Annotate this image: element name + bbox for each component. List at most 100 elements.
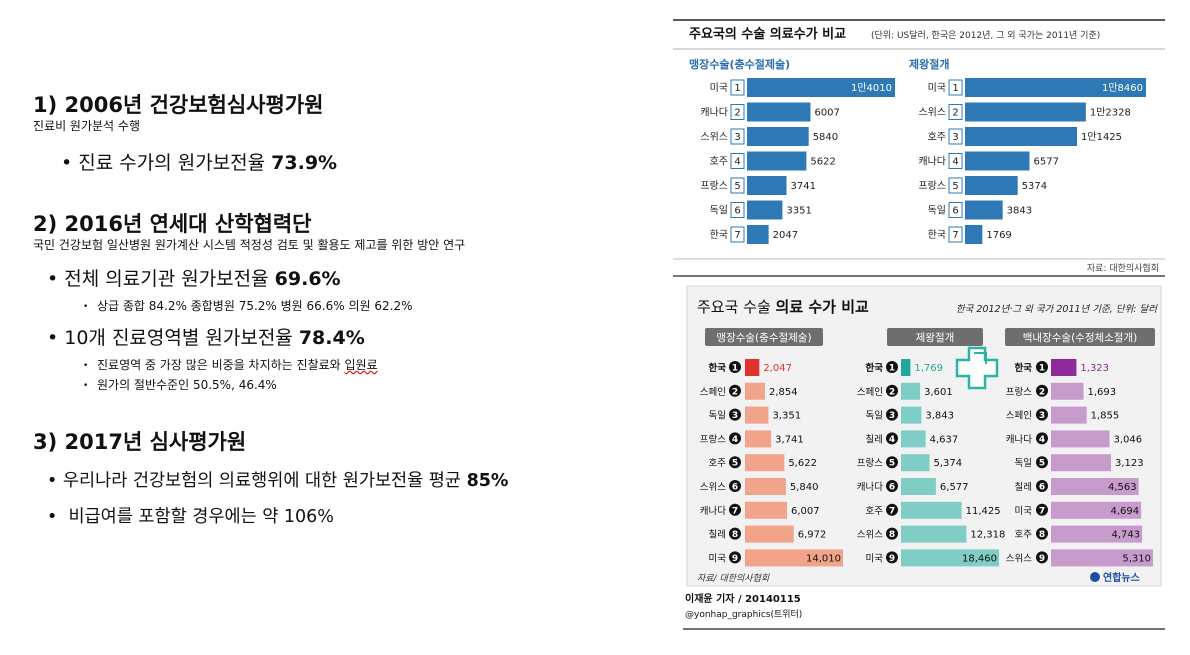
chart2-panel-header-bg xyxy=(887,328,983,346)
chart1-bar xyxy=(747,127,809,146)
chart1-source: 자료: 대한의사협회 xyxy=(1087,262,1159,274)
chart2-rank-label: 2 xyxy=(889,387,895,397)
section2-bullet2-sub1: • 진료영역 중 가장 많은 비중을 차지하는 진찰료와 입원료 xyxy=(83,358,378,372)
chart2-bar xyxy=(1051,382,1084,400)
chart2-category-label: 한국 xyxy=(866,362,884,374)
chart2-rank-badge xyxy=(729,503,741,516)
chart2-rank-label: 8 xyxy=(732,530,738,540)
chart1-panel-title: 제왕절개 xyxy=(909,57,949,71)
chart2-bar xyxy=(745,430,772,448)
chart2-category-label: 독일 xyxy=(709,411,726,422)
chart2-value-label: 6,577 xyxy=(940,482,969,493)
chart1-value-label: 1만1425 xyxy=(1081,131,1122,143)
chart2-bar xyxy=(745,549,843,567)
chart2-value-label: 4,743 xyxy=(1111,530,1140,541)
chart1-bar xyxy=(965,151,1030,171)
chart2-twitter: @yonhap_graphics(트위터) xyxy=(685,609,802,620)
chart1-rank-box xyxy=(730,128,745,145)
chart2-bar xyxy=(1051,478,1139,495)
chart2-bar xyxy=(901,454,930,472)
chart2-bar xyxy=(901,501,962,519)
chart2-rank-badge xyxy=(729,527,741,540)
chart1-bar xyxy=(965,78,1146,97)
chart2-value-label: 5,840 xyxy=(790,482,819,493)
chart1-bar xyxy=(747,225,769,244)
chart1-value-label: 1769 xyxy=(986,230,1011,241)
chart1-rank-box xyxy=(948,153,963,169)
chart1-category-label: 한국 xyxy=(928,229,946,241)
chart2-rank-label: 9 xyxy=(732,554,738,564)
chart2-value-label: 3,601 xyxy=(924,387,953,398)
chart1-category-label: 미국 xyxy=(928,82,946,94)
section2-bullet1-value: 69.6% xyxy=(274,268,341,290)
chart2-rank-label: 7 xyxy=(889,506,895,516)
chart2-category-label: 스위스 xyxy=(857,529,883,541)
chart2-bar xyxy=(1051,501,1142,519)
section3-bullet1: • 우리나라 건강보험의 의료행위에 대한 원가보전율 평균 85% xyxy=(47,471,509,491)
chart2-category-label: 프랑스 xyxy=(1006,386,1032,398)
section2-bullet2-sub1-underlined: 입원료 xyxy=(344,358,378,372)
section2-bullet1-text: 전체 의료기관 원가보전율 xyxy=(64,268,275,290)
section2-bullet2-sub2-text: 원가의 절반수준인 50.5%, 46.4% xyxy=(97,378,277,392)
section2-bullet2-sub2: • 원가의 절반수준인 50.5%, 46.4% xyxy=(83,378,277,392)
chart1-value-label: 6007 xyxy=(814,108,839,119)
section3-bullet2: • 비급여를 포함할 경우에는 약 106% xyxy=(47,507,334,527)
chart2-bar xyxy=(901,406,922,424)
chart2-category-label: 한국 xyxy=(1015,362,1033,374)
chart1-panel-title: 맹장수술(충수절제술) xyxy=(689,57,790,71)
yonhap-logo-text: 연합뉴스 xyxy=(1103,571,1140,584)
chart2-note: 한국 2012년·그 외 국가 2011년 기준, 단위: 달러 xyxy=(956,304,1158,315)
chart2-category-label: 칠레 xyxy=(866,434,883,445)
chart1-value-label: 1만2328 xyxy=(1090,107,1131,119)
chart2-rank-label: 5 xyxy=(889,459,895,469)
chart2-rank-badge xyxy=(729,456,741,469)
section1-bullet1-text: 진료 수가의 원가보전율 xyxy=(78,152,272,174)
chart2-bar xyxy=(1051,525,1143,543)
chart2-value-label: 2,854 xyxy=(769,387,798,398)
chart2-category-label: 호주 xyxy=(709,458,727,469)
chart2-bar xyxy=(1051,406,1087,424)
chart1-category-label: 캐나다 xyxy=(918,156,946,168)
chart1-category-label: 프랑스 xyxy=(918,180,946,192)
section2-bullet1-sub-text: 상급 종합 84.2% 종합병원 75.2% 병원 66.6% 의원 62.2% xyxy=(97,299,413,313)
chart2-category-label: 호주 xyxy=(866,506,884,517)
chart2-source: 자료/ 대한의사협회 xyxy=(697,573,770,584)
chart2-category-label: 한국 xyxy=(709,362,727,374)
chart2-rank-label: 5 xyxy=(1039,459,1045,469)
chart2-value-label: 1,323 xyxy=(1080,363,1109,374)
chart2-rank-badge xyxy=(886,408,898,421)
chart2-rank-badge xyxy=(886,551,898,564)
chart2-rank-label: 5 xyxy=(732,459,738,469)
chart2-bar xyxy=(745,501,788,519)
chart2-rank-label: 2 xyxy=(1039,387,1045,397)
chart2-rank-label: 6 xyxy=(732,483,738,493)
chart1-rank-label: 7 xyxy=(734,230,740,241)
chart1-value-label: 3843 xyxy=(1007,206,1032,217)
chart2-rank-badge xyxy=(1036,480,1048,492)
chart1-bar xyxy=(747,78,895,97)
chart1-value-label: 6577 xyxy=(1033,157,1058,168)
chart1-rank-box xyxy=(730,104,745,120)
chart2-value-label: 3,843 xyxy=(925,411,954,422)
chart2-rank-label: 9 xyxy=(889,554,895,564)
chart2-value-label: 18,460 xyxy=(962,553,997,564)
section3-bullet1-text: 우리나라 건강보험의 의료행위에 대한 원가보전율 평균 xyxy=(62,471,467,491)
chart1-category-label: 프랑스 xyxy=(700,180,728,192)
chart2-value-label: 1,855 xyxy=(1091,411,1120,422)
yonhap-logo: 연합뉴스 xyxy=(1090,571,1140,584)
chart2-category-label: 독일 xyxy=(866,411,883,422)
chart2-bar xyxy=(745,359,760,376)
chart2-category-label: 칠레 xyxy=(1015,482,1032,493)
chart2-rank-badge xyxy=(886,503,898,516)
chart2-value-label: 5,374 xyxy=(934,458,963,469)
chart1-surgery-fee-comparison: 주요국의 수술 의료수가 비교 (단위: US달러, 한국은 2012년, 그 … xyxy=(673,19,1165,277)
chart2-rank-badge xyxy=(886,384,898,397)
section2-title: 2) 2016년 연세대 산학협력단 xyxy=(33,212,312,236)
chart1-value-label: 1만4010 xyxy=(851,82,892,94)
chart2-bar xyxy=(1051,549,1153,567)
chart2-rank-badge xyxy=(886,456,898,469)
chart1-rank-box xyxy=(948,177,963,194)
section3-bullet1-value: 85% xyxy=(466,471,509,491)
chart2-bar xyxy=(745,406,769,424)
section2-bullet2-sub1-text: 진료영역 중 가장 많은 비중을 차지하는 진찰료와 xyxy=(97,358,345,372)
